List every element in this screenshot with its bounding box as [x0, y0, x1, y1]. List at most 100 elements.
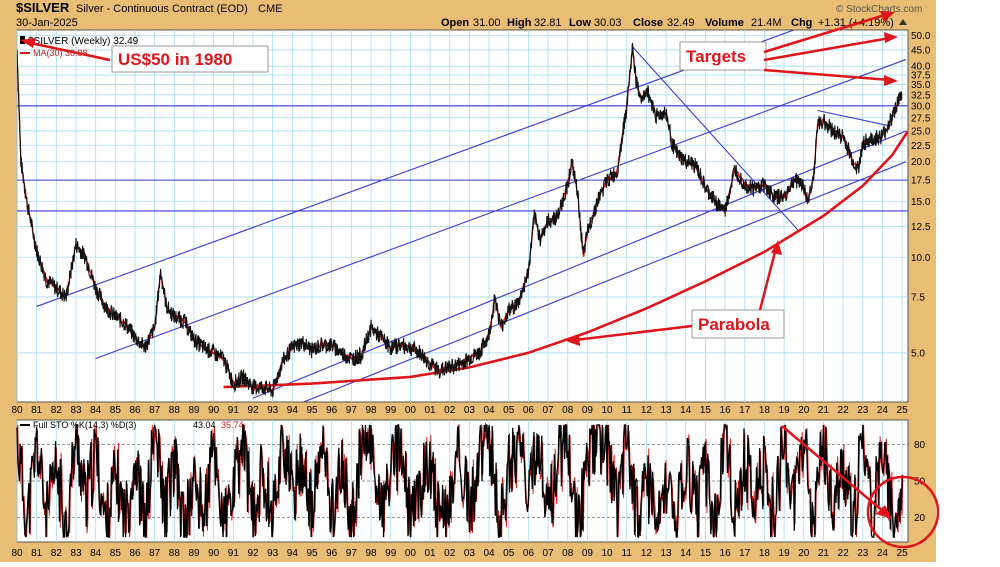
trend-line [632, 46, 801, 233]
sto-x-tick-label: 07 [542, 548, 554, 559]
y-tick-label: 27.5 [911, 113, 931, 124]
sto-x-tick-label: 10 [602, 548, 614, 559]
sto-x-tick-label: 87 [149, 548, 161, 559]
annotation-layer: US$50 in 1980 Targets Parabola [20, 11, 940, 549]
x-tick-label: 96 [326, 405, 338, 416]
x-tick-label: 85 [110, 405, 122, 416]
sto-x-tick-label: 11 [622, 548, 633, 559]
sto-series [16, 422, 904, 539]
x-tick-label: 95 [306, 405, 318, 416]
x-tick-label: 94 [287, 405, 299, 416]
parabola-curve [223, 130, 908, 389]
x-tick-label: 81 [31, 405, 43, 416]
sto-x-tick-label: 80 [11, 548, 23, 559]
sto-x-tick-label: 86 [129, 548, 141, 559]
x-tick-label: 93 [267, 405, 279, 416]
y-tick-label: 32.5 [911, 90, 931, 101]
us50-arrowhead [20, 38, 36, 48]
x-tick-label: 88 [169, 405, 181, 416]
x-tick-label: 19 [779, 405, 791, 416]
trend-line [95, 58, 907, 359]
chart-date: 30-Jan-2025 [16, 17, 78, 29]
sto-x-tick-label: 97 [346, 548, 358, 559]
volume-value: 21.4M [751, 17, 782, 29]
x-tick-label: 13 [661, 405, 673, 416]
open-label: Open [441, 17, 469, 29]
y-tick-label: 17.5 [911, 176, 931, 187]
y-tick-label: 45.0 [911, 45, 931, 56]
sto-y-tick-label: 20 [914, 513, 926, 524]
x-tick-label: 17 [739, 405, 751, 416]
targets-box [679, 41, 767, 71]
sto-x-tick-label: 13 [661, 548, 673, 559]
x-tick-label: 01 [424, 405, 436, 416]
x-tick-label: 97 [346, 405, 358, 416]
stockcharts-brand: © StockCharts.com [836, 4, 922, 15]
y-tick-label: 20.0 [911, 157, 931, 168]
sto-x-tick-label: 82 [51, 548, 63, 559]
x-tick-label: 25 [897, 405, 909, 416]
x-tick-label: 92 [247, 405, 259, 416]
low-label: Low [569, 17, 591, 29]
x-tick-label: 07 [542, 405, 554, 416]
target-arrow-1 [763, 12, 889, 54]
x-tick-label: 98 [365, 405, 377, 416]
sto-x-tick-label: 96 [326, 548, 338, 559]
sto-x-tick-label: 01 [424, 548, 436, 559]
sto-x-tick-label: 93 [267, 548, 279, 559]
target-arrowhead-3 [884, 75, 898, 86]
volume-label: Volume [705, 17, 744, 29]
target-arrow-2 [763, 36, 891, 62]
y-tick-label: 10.0 [911, 253, 931, 264]
price-plot-area [16, 29, 909, 403]
x-tick-label: 87 [149, 405, 161, 416]
y-tick-label: 30.0 [911, 101, 931, 112]
parabola-annotation: Parabola [698, 315, 770, 334]
x-tick-label: 21 [818, 405, 830, 416]
sto-x-tick-label: 09 [582, 548, 594, 559]
y-tick-label: 25.0 [911, 126, 931, 137]
parabola-arrowhead-left [566, 334, 580, 346]
tick-labels: 80 80 81 81 82 82 83 83 84 84 85 85 86 86 87 87 88 88 89 89… [11, 31, 930, 559]
sto-x-tick-label: 22 [838, 548, 850, 559]
x-tick-label: 05 [503, 405, 515, 416]
trend-line [817, 109, 889, 127]
sto-y-tick-label: 80 [914, 440, 926, 451]
x-tick-label: 11 [622, 405, 633, 416]
sto-x-tick-label: 92 [247, 548, 259, 559]
sto-x-tick-label: 81 [31, 548, 43, 559]
sto-x-tick-label: 23 [857, 548, 869, 559]
x-tick-label: 23 [857, 405, 869, 416]
x-tick-label: 91 [228, 405, 240, 416]
y-tick-label: 22.5 [911, 141, 931, 152]
sto-arrowhead [876, 505, 892, 519]
sto-x-tick-label: 00 [405, 548, 417, 559]
x-tick-label: 04 [483, 405, 495, 416]
x-tick-label: 12 [641, 405, 653, 416]
sto-x-tick-label: 04 [483, 548, 495, 559]
x-tick-label: 80 [11, 405, 23, 416]
x-tick-label: 10 [602, 405, 614, 416]
sto-k-line [16, 422, 903, 539]
x-tick-label: 09 [582, 405, 594, 416]
high-label: High [507, 17, 532, 29]
sto-legend-prefix: Full STO %K(14,3) %D(3) [33, 420, 136, 430]
ma-legend: MA(30) 30.98 [33, 48, 88, 58]
x-tick-label: 16 [720, 405, 732, 416]
y-tick-label: 40.0 [911, 62, 931, 73]
chg-label: Chg [791, 17, 812, 29]
high-value: 32.81 [534, 17, 562, 29]
sto-x-tick-label: 06 [523, 548, 535, 559]
sto-x-tick-label: 16 [720, 548, 732, 559]
price-legend: $SILVER (Weekly) 32.49 [28, 36, 139, 47]
parabola-arrowhead-up [771, 240, 782, 255]
parabola-arrow-left [574, 324, 693, 342]
sto-x-tick-label: 25 [897, 548, 909, 559]
sto-legend-d: 35.74 [221, 420, 244, 430]
y-tick-label: 35.0 [911, 80, 931, 91]
symbol-title: $SILVER [16, 0, 70, 15]
sto-x-tick-label: 19 [779, 548, 791, 559]
target-arrow-3 [763, 68, 891, 82]
sto-x-tick-label: 98 [365, 548, 377, 559]
